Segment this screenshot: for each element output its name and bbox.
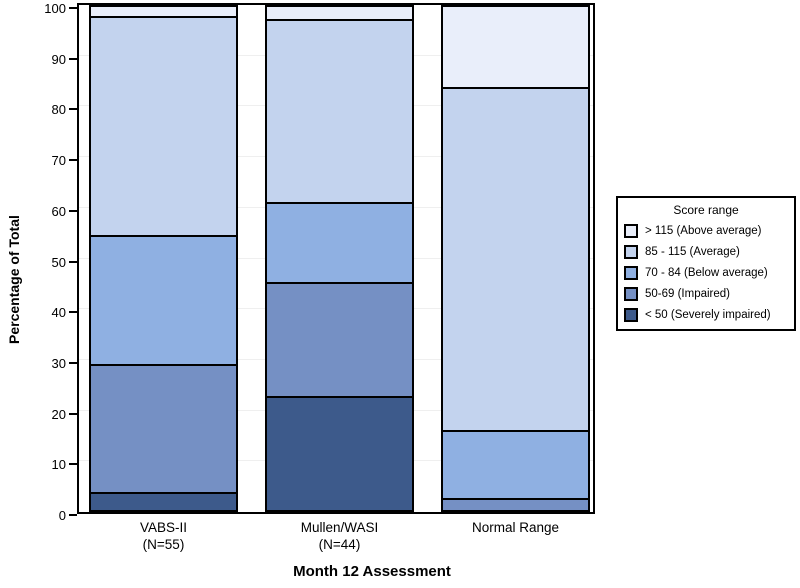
y-axis-tick-label: 90 [51, 51, 66, 67]
x-category-label-normal-range: Normal Range [431, 519, 601, 536]
bar-segment-115-above-average [443, 7, 588, 87]
y-axis-tick-label: 70 [51, 153, 66, 169]
y-axis-tick-label: 20 [51, 406, 66, 422]
y-axis-tick-label: 80 [51, 102, 66, 118]
y-axis-tick-label: 40 [51, 305, 66, 321]
legend-label: > 115 (Above average) [645, 225, 762, 237]
bar-segment-50-69-impaired [91, 363, 236, 492]
y-axis-tick [69, 463, 77, 466]
bar-segment-85-115-average [443, 86, 588, 430]
x-category-label-line1: VABS-II [139, 520, 187, 535]
y-axis-tick [69, 57, 77, 60]
legend-items: > 115 (Above average) 85 - 115 (Average) 7… [623, 224, 789, 322]
x-category-label-line1: Mullen/WASI [300, 520, 379, 535]
x-category-label-line2: (N=44) [318, 537, 361, 552]
legend-swatch [624, 224, 638, 238]
x-category-label-line1: Normal Range [471, 520, 560, 535]
y-axis-tick-label: 60 [51, 203, 66, 219]
legend: Score range > 115 (Above average) 85 - 11… [616, 196, 796, 331]
bar-vabs-ii [89, 5, 238, 512]
plot-area [77, 3, 595, 514]
legend-label: 50-69 (Impaired) [645, 288, 731, 300]
y-axis-tick-label: 100 [44, 1, 66, 16]
y-axis-tick [69, 209, 77, 212]
y-axis-tick [69, 361, 77, 364]
legend-swatch [624, 308, 638, 322]
y-axis-tick-label: 10 [51, 457, 66, 473]
legend-title: Score range [673, 203, 739, 217]
y-axis-tick [69, 159, 77, 162]
y-axis-title: Percentage of Total [6, 215, 22, 345]
y-axis-tick [69, 514, 77, 516]
bar-segment-50-severely-impaired [267, 395, 412, 510]
legend-item-70-84-below-average: 70 - 84 (Below average) [624, 266, 788, 280]
bar-segment-115-above-average [267, 7, 412, 19]
x-axis-title: Month 12 Assessment [293, 563, 451, 580]
bar-segment-50-69-impaired [443, 498, 588, 510]
bar-segment-70-84-below-average [91, 235, 236, 364]
legend-item-85-115-average: 85 - 115 (Average) [624, 245, 788, 259]
bar-normal-range [441, 5, 590, 512]
x-category-label-mullen-wasi: Mullen/WASI (N=44) [255, 519, 425, 553]
bar-mullen-wasi [265, 5, 414, 512]
y-axis-tick [69, 311, 77, 314]
bar-segment-85-115-average [267, 18, 412, 202]
bar-segment-70-84-below-average [443, 430, 588, 499]
legend-item-50-69-impaired: 50-69 (Impaired) [624, 287, 788, 301]
legend-swatch [624, 245, 638, 259]
x-category-label-line2: (N=55) [142, 537, 185, 552]
bar-segment-50-severely-impaired [91, 491, 236, 510]
y-axis-tick [69, 260, 77, 263]
y-axis-tick [69, 108, 77, 111]
legend-swatch [624, 287, 638, 301]
y-axis-tick-label: 0 [58, 508, 66, 523]
legend-item-115-above-average: > 115 (Above average) [624, 224, 788, 238]
legend-label: 70 - 84 (Below average) [645, 267, 768, 279]
y-axis-tick-label: 50 [51, 254, 66, 270]
bar-segment-70-84-below-average [267, 201, 412, 282]
bar-segment-85-115-average [91, 16, 236, 236]
legend-label: < 50 (Severely impaired) [645, 309, 771, 321]
bar-segment-50-69-impaired [267, 281, 412, 396]
y-axis-tick [69, 412, 77, 415]
y-axis-tick [69, 7, 77, 9]
y-axis-tick-label: 30 [51, 355, 66, 371]
legend-label: 85 - 115 (Average) [645, 246, 740, 258]
bar-segment-115-above-average [91, 7, 236, 17]
x-category-label-vabs-ii: VABS-II (N=55) [79, 519, 249, 553]
legend-swatch [624, 266, 638, 280]
legend-item-50-severely-impaired: < 50 (Severely impaired) [624, 308, 788, 322]
